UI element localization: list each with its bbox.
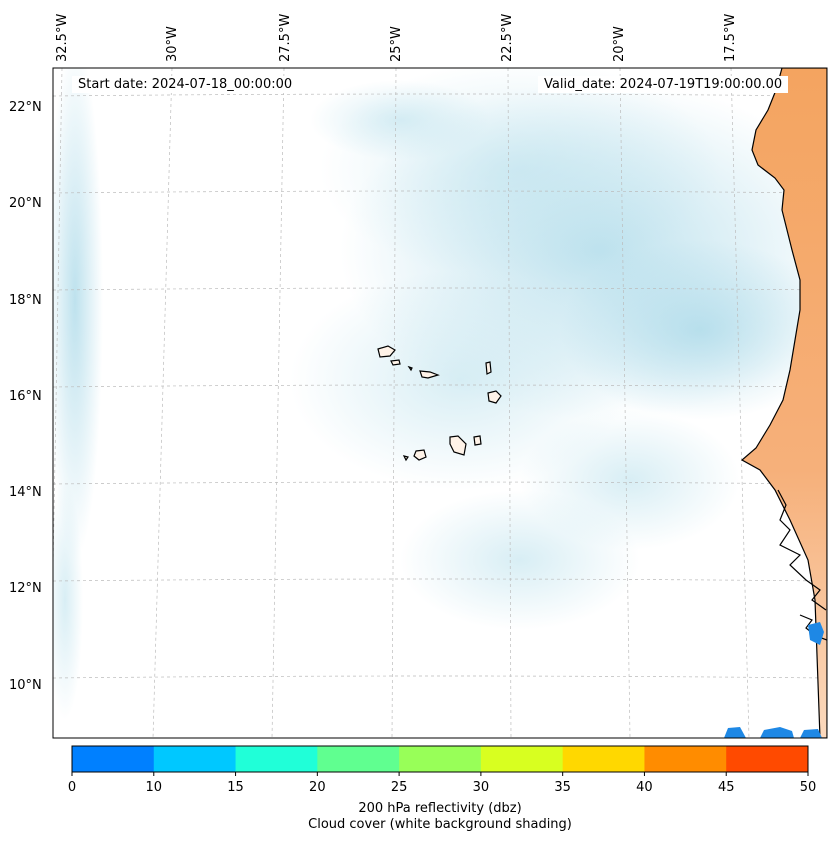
lat-label-16n: 16°N — [9, 389, 42, 404]
colorbar-segment — [726, 746, 809, 772]
colorbar-ticks: 0 10 15 20 25 30 35 40 45 50 — [68, 772, 816, 795]
reflectivity-shading — [724, 622, 824, 738]
lon-label-17-5w: 17.5°W — [723, 14, 738, 62]
lon-label-20w: 20°W — [612, 26, 627, 62]
colorbar-segment — [562, 746, 645, 772]
colorbar-caption: 200 hPa reflectivity (dbz) Cloud cover (… — [72, 801, 808, 833]
colorbar-tick-label: 25 — [391, 780, 408, 795]
valid-date-label: Valid_date: 2024-07-19T19:00:00.00 — [538, 76, 789, 93]
colorbar-segment — [72, 746, 155, 772]
graticule — [53, 68, 827, 738]
cape-verde-islands — [377, 345, 502, 462]
lon-label-27-5w: 27.5°W — [278, 14, 293, 62]
lat-label-18n: 18°N — [9, 293, 42, 308]
colorbar-tick-label: 20 — [309, 780, 326, 795]
lat-label-22n: 22°N — [9, 100, 42, 115]
lon-label-32-5w: 32.5°W — [55, 14, 70, 62]
latitude-labels: 22°N 20°N 18°N 16°N 14°N 12°N 10°N — [9, 100, 42, 693]
colorbar-tick-label: 0 — [68, 780, 76, 795]
colorbar-segment — [153, 746, 237, 772]
longitude-labels: 32.5°W 30°W 27.5°W 25°W 22.5°W 20°W 17.5… — [55, 14, 738, 62]
colorbar-label: 200 hPa reflectivity (dbz) — [358, 801, 522, 816]
colorbar-segment — [644, 746, 727, 772]
colorbar-tick-label: 10 — [146, 780, 163, 795]
colorbar-tick-label: 15 — [227, 780, 244, 795]
colorbar-tick-label: 30 — [473, 780, 490, 795]
cloud-shading — [53, 68, 827, 720]
colorbar-segment — [399, 746, 482, 772]
colorbar-segment — [480, 746, 564, 772]
colorbar-segment — [235, 746, 318, 772]
colorbar-sublabel: Cloud cover (white background shading) — [308, 817, 572, 832]
lat-label-10n: 10°N — [9, 678, 42, 693]
colorbar-tick-label: 45 — [718, 780, 735, 795]
lat-label-14n: 14°N — [9, 485, 42, 500]
lon-label-30w: 30°W — [165, 26, 180, 62]
colorbar-tick-label: 50 — [800, 780, 817, 795]
start-date-label: Start date: 2024-07-18_00:00:00 — [72, 76, 299, 93]
colorbar-tick-label: 40 — [636, 780, 653, 795]
lat-label-12n: 12°N — [9, 581, 42, 596]
colorbar-tick-label: 35 — [554, 780, 571, 795]
colorbar: 0 10 15 20 25 30 35 40 45 50 — [68, 745, 816, 795]
lat-label-20n: 20°N — [9, 196, 42, 211]
africa-land — [740, 68, 827, 738]
map-area — [53, 68, 827, 738]
colorbar-segment — [317, 746, 400, 772]
map-frame — [52, 67, 828, 739]
senegal-coast — [777, 489, 827, 611]
lon-label-22-5w: 22.5°W — [500, 14, 515, 62]
lon-label-25w: 25°W — [389, 26, 404, 62]
colorbar-frame — [71, 745, 809, 773]
colorbar-segments — [72, 746, 809, 772]
